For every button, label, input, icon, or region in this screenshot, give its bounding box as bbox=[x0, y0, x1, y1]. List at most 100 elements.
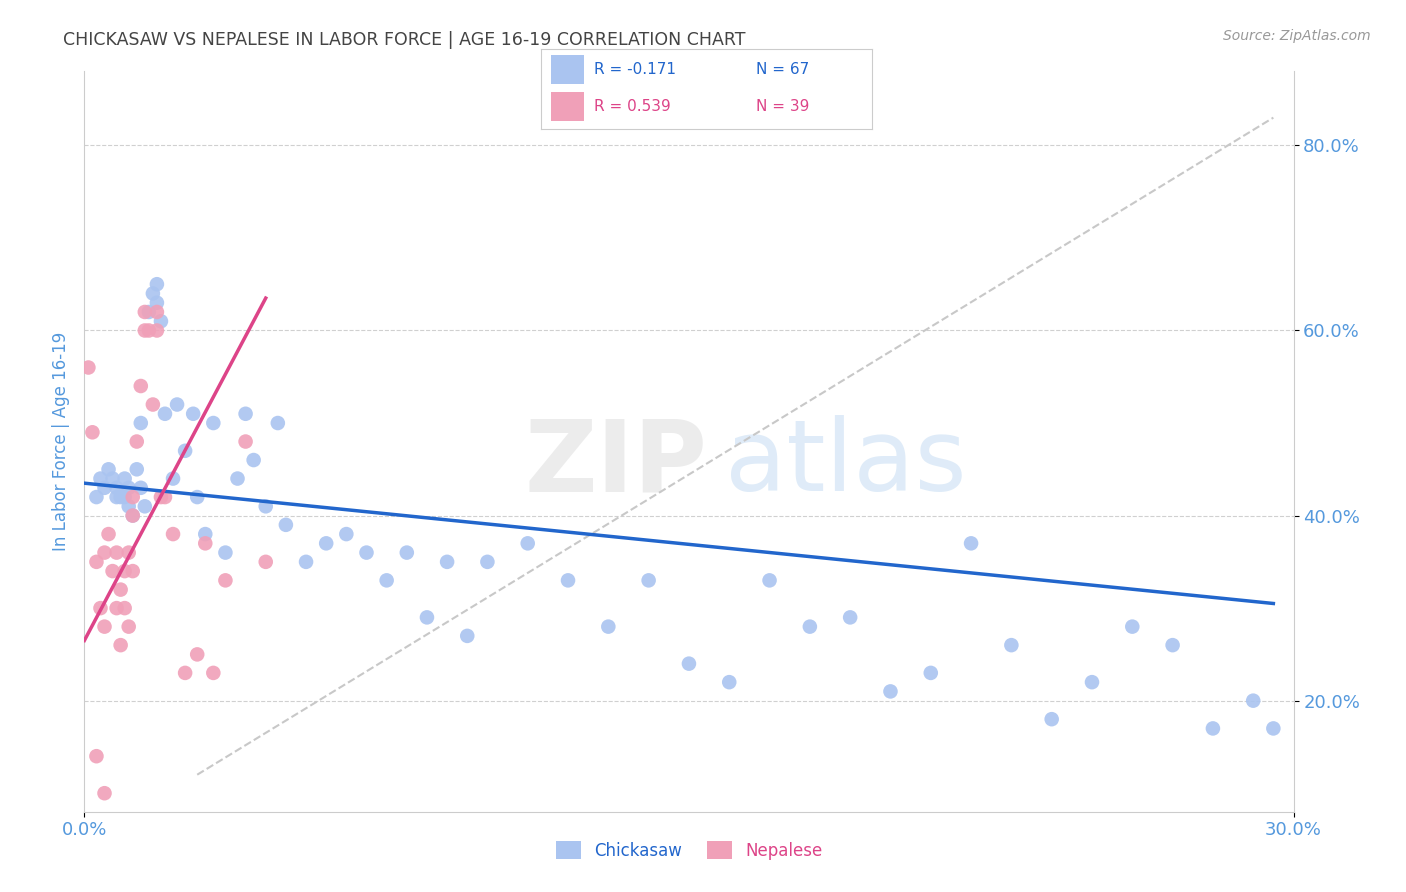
Text: CHICKASAW VS NEPALESE IN LABOR FORCE | AGE 16-19 CORRELATION CHART: CHICKASAW VS NEPALESE IN LABOR FORCE | A… bbox=[63, 31, 745, 49]
Point bbox=[86, 555, 108, 569]
Point bbox=[134, 500, 156, 514]
Point bbox=[110, 638, 132, 652]
Point bbox=[214, 546, 236, 560]
Point bbox=[267, 416, 290, 430]
Point bbox=[235, 407, 257, 421]
Point bbox=[118, 546, 141, 560]
Point bbox=[93, 481, 115, 495]
Point bbox=[118, 619, 141, 633]
Point bbox=[395, 546, 418, 560]
Point bbox=[335, 527, 357, 541]
Point bbox=[146, 324, 169, 338]
Point bbox=[254, 500, 277, 514]
Point bbox=[166, 398, 188, 412]
Point bbox=[129, 379, 152, 393]
Point bbox=[1000, 638, 1022, 652]
Point bbox=[1241, 694, 1264, 708]
Point bbox=[114, 601, 136, 615]
Point bbox=[516, 536, 538, 550]
Point bbox=[138, 324, 160, 338]
Point bbox=[118, 481, 141, 495]
Point bbox=[1040, 712, 1063, 726]
Point bbox=[598, 619, 620, 633]
Point bbox=[114, 471, 136, 485]
Point bbox=[242, 453, 264, 467]
Point bbox=[295, 555, 318, 569]
Point bbox=[718, 675, 741, 690]
Point bbox=[1161, 638, 1184, 652]
Legend: Chickasaw, Nepalese: Chickasaw, Nepalese bbox=[548, 835, 830, 866]
Point bbox=[202, 416, 225, 430]
Point bbox=[1081, 675, 1104, 690]
Point bbox=[436, 555, 458, 569]
Point bbox=[114, 564, 136, 578]
Point bbox=[202, 665, 225, 680]
Point bbox=[153, 407, 176, 421]
Text: Source: ZipAtlas.com: Source: ZipAtlas.com bbox=[1223, 29, 1371, 43]
Point bbox=[799, 619, 821, 633]
Point bbox=[174, 443, 197, 458]
Point bbox=[477, 555, 499, 569]
Point bbox=[1121, 619, 1143, 633]
Point bbox=[138, 305, 160, 319]
Point bbox=[89, 471, 111, 485]
Point bbox=[86, 490, 108, 504]
Point bbox=[557, 574, 579, 588]
Point bbox=[89, 601, 111, 615]
Point bbox=[101, 564, 124, 578]
Point bbox=[110, 582, 132, 597]
Point bbox=[146, 295, 169, 310]
Point bbox=[146, 305, 169, 319]
Point bbox=[118, 500, 141, 514]
Point bbox=[214, 574, 236, 588]
Point bbox=[86, 749, 108, 764]
FancyBboxPatch shape bbox=[551, 55, 585, 85]
Point bbox=[101, 471, 124, 485]
Point bbox=[114, 490, 136, 504]
Point bbox=[105, 481, 128, 495]
Point bbox=[82, 425, 104, 440]
Point bbox=[1263, 722, 1285, 736]
Point bbox=[93, 619, 115, 633]
Point bbox=[105, 601, 128, 615]
Point bbox=[186, 648, 208, 662]
Point bbox=[194, 527, 217, 541]
Text: R = -0.171: R = -0.171 bbox=[595, 62, 676, 78]
Point bbox=[879, 684, 901, 698]
Point bbox=[960, 536, 983, 550]
Point bbox=[274, 517, 297, 532]
FancyBboxPatch shape bbox=[551, 93, 585, 121]
Text: atlas: atlas bbox=[725, 416, 967, 512]
Point bbox=[93, 546, 115, 560]
Point bbox=[162, 471, 184, 485]
Text: R = 0.539: R = 0.539 bbox=[595, 99, 671, 114]
Point bbox=[181, 407, 204, 421]
Point bbox=[226, 471, 249, 485]
Point bbox=[129, 481, 152, 495]
Point bbox=[456, 629, 478, 643]
Point bbox=[105, 490, 128, 504]
Point bbox=[920, 665, 942, 680]
Point bbox=[194, 536, 217, 550]
Point bbox=[149, 490, 172, 504]
Point bbox=[416, 610, 439, 624]
Point bbox=[97, 527, 120, 541]
Point bbox=[142, 286, 165, 301]
Point bbox=[77, 360, 100, 375]
Point bbox=[121, 508, 143, 523]
Point bbox=[149, 314, 172, 328]
Text: N = 39: N = 39 bbox=[756, 99, 810, 114]
Point bbox=[235, 434, 257, 449]
Y-axis label: In Labor Force | Age 16-19: In Labor Force | Age 16-19 bbox=[52, 332, 70, 551]
Point bbox=[315, 536, 337, 550]
Point bbox=[146, 277, 169, 292]
Point bbox=[121, 564, 143, 578]
Point bbox=[1202, 722, 1225, 736]
Point bbox=[110, 490, 132, 504]
Point bbox=[162, 527, 184, 541]
Point bbox=[678, 657, 700, 671]
Point bbox=[125, 434, 148, 449]
Point bbox=[174, 665, 197, 680]
Point bbox=[153, 490, 176, 504]
Point bbox=[125, 462, 148, 476]
